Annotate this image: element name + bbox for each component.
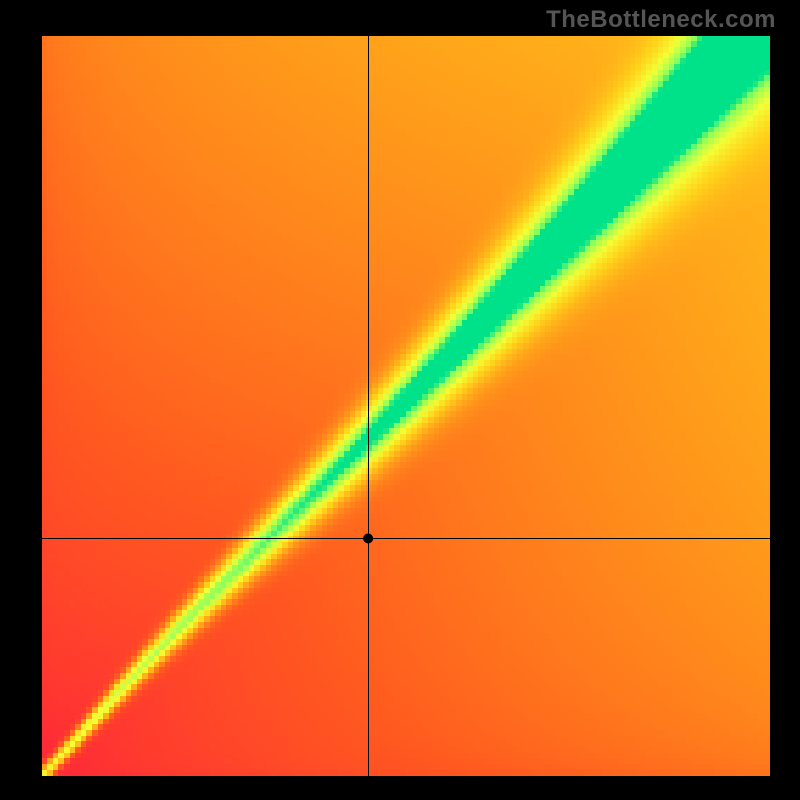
chart-container: TheBottleneck.com [0,0,800,800]
heatmap-plot [42,36,770,776]
watermark-label: TheBottleneck.com [546,6,776,34]
